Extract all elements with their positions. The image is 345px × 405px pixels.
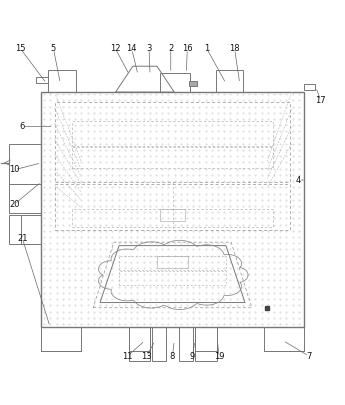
Text: 5: 5 <box>51 45 56 53</box>
Text: 9: 9 <box>190 352 195 360</box>
Text: 18: 18 <box>229 45 240 53</box>
Bar <box>72 122 273 145</box>
Bar <box>72 209 273 227</box>
Bar <box>72 147 273 168</box>
Text: 21: 21 <box>17 234 28 243</box>
Text: 2: 2 <box>168 45 174 53</box>
Bar <box>160 209 185 222</box>
Bar <box>9 144 41 183</box>
Text: 20: 20 <box>9 200 20 209</box>
Bar <box>129 327 150 361</box>
Text: 1: 1 <box>204 45 210 53</box>
Text: 19: 19 <box>214 352 224 360</box>
Text: 16: 16 <box>182 45 193 53</box>
Bar <box>160 73 190 92</box>
Bar <box>41 327 81 351</box>
Bar <box>152 327 166 361</box>
Bar <box>195 327 217 361</box>
Bar <box>189 81 197 86</box>
Text: 14: 14 <box>127 45 137 53</box>
Text: 10: 10 <box>9 165 20 174</box>
Bar <box>55 183 290 230</box>
Text: 12: 12 <box>110 45 121 53</box>
Bar <box>9 183 41 213</box>
Text: 8: 8 <box>170 352 175 360</box>
Text: 15: 15 <box>16 45 26 53</box>
Text: 17: 17 <box>316 96 326 105</box>
Bar <box>9 215 41 244</box>
Text: 11: 11 <box>122 352 133 360</box>
Bar <box>48 70 76 92</box>
Text: 4: 4 <box>296 176 301 185</box>
Bar <box>119 271 226 285</box>
Bar <box>195 327 217 351</box>
Text: 6: 6 <box>20 122 25 131</box>
Bar <box>216 70 243 92</box>
Bar <box>264 327 304 351</box>
Bar <box>21 215 41 244</box>
Text: 13: 13 <box>141 352 152 360</box>
Bar <box>55 102 290 182</box>
Bar <box>41 92 304 327</box>
Bar <box>129 327 150 351</box>
Text: 3: 3 <box>146 45 152 53</box>
Bar <box>179 327 193 361</box>
Text: 7: 7 <box>306 352 312 360</box>
Bar <box>304 84 315 90</box>
Bar <box>36 77 48 83</box>
Bar <box>157 256 188 268</box>
Bar <box>119 256 226 270</box>
